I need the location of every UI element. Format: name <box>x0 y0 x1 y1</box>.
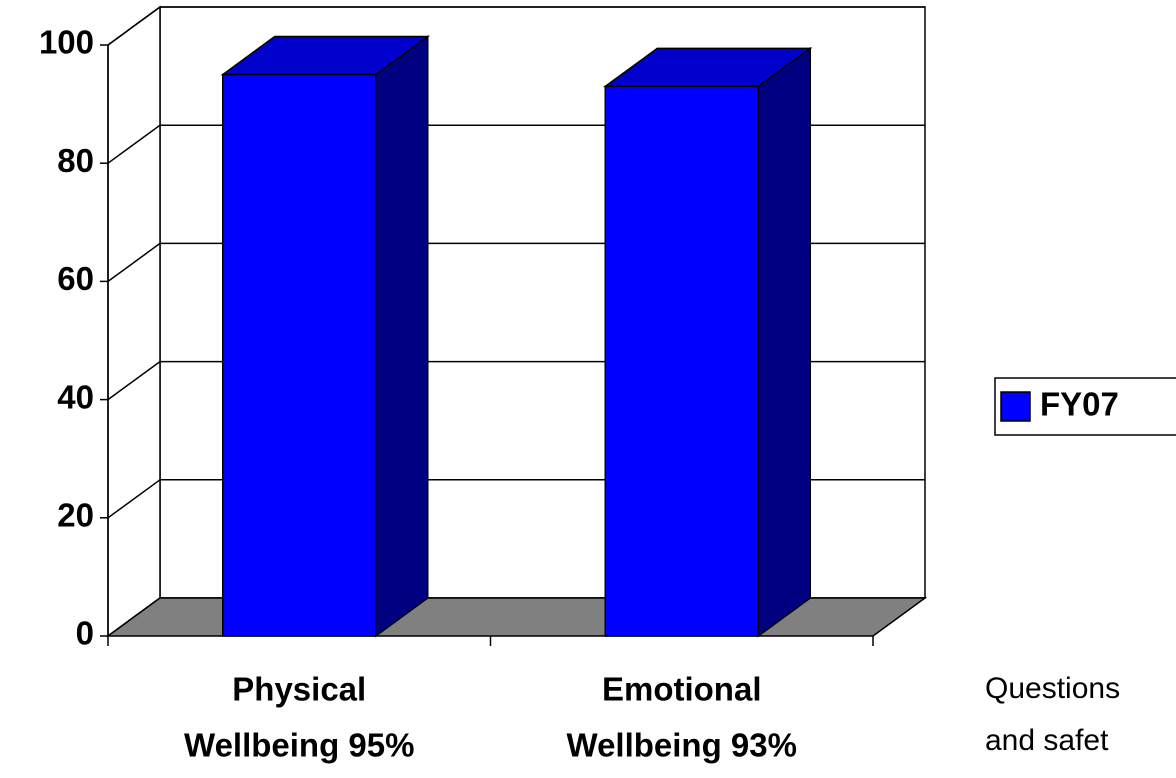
x-tick-label: Wellbeing 95% <box>184 727 414 764</box>
legend-swatch <box>1000 391 1031 422</box>
y-tick-label: 40 <box>57 378 94 415</box>
annotation: Questions <box>985 672 1120 705</box>
bar-side <box>375 35 429 638</box>
y-tick-label: 0 <box>76 615 94 652</box>
x-tick-label: Wellbeing 93% <box>567 727 797 764</box>
y-tick-label: 80 <box>57 142 94 179</box>
bar <box>604 85 759 637</box>
grid-line <box>107 6 161 46</box>
grid-line <box>107 124 161 164</box>
bar-side <box>757 46 811 638</box>
annotation: and safet <box>985 724 1109 757</box>
grid-line <box>107 360 161 401</box>
grid-line <box>107 242 161 283</box>
grid-line <box>107 479 161 519</box>
bar <box>222 73 377 637</box>
x-tick-label: Emotional <box>602 671 762 708</box>
legend-label: FY07 <box>1040 386 1119 423</box>
y-tick-label: 100 <box>39 24 94 61</box>
side-wall <box>107 5 161 638</box>
x-tick-label: Physical <box>232 671 366 708</box>
y-tick-label: 20 <box>57 497 94 534</box>
y-tick-label: 60 <box>57 260 94 297</box>
